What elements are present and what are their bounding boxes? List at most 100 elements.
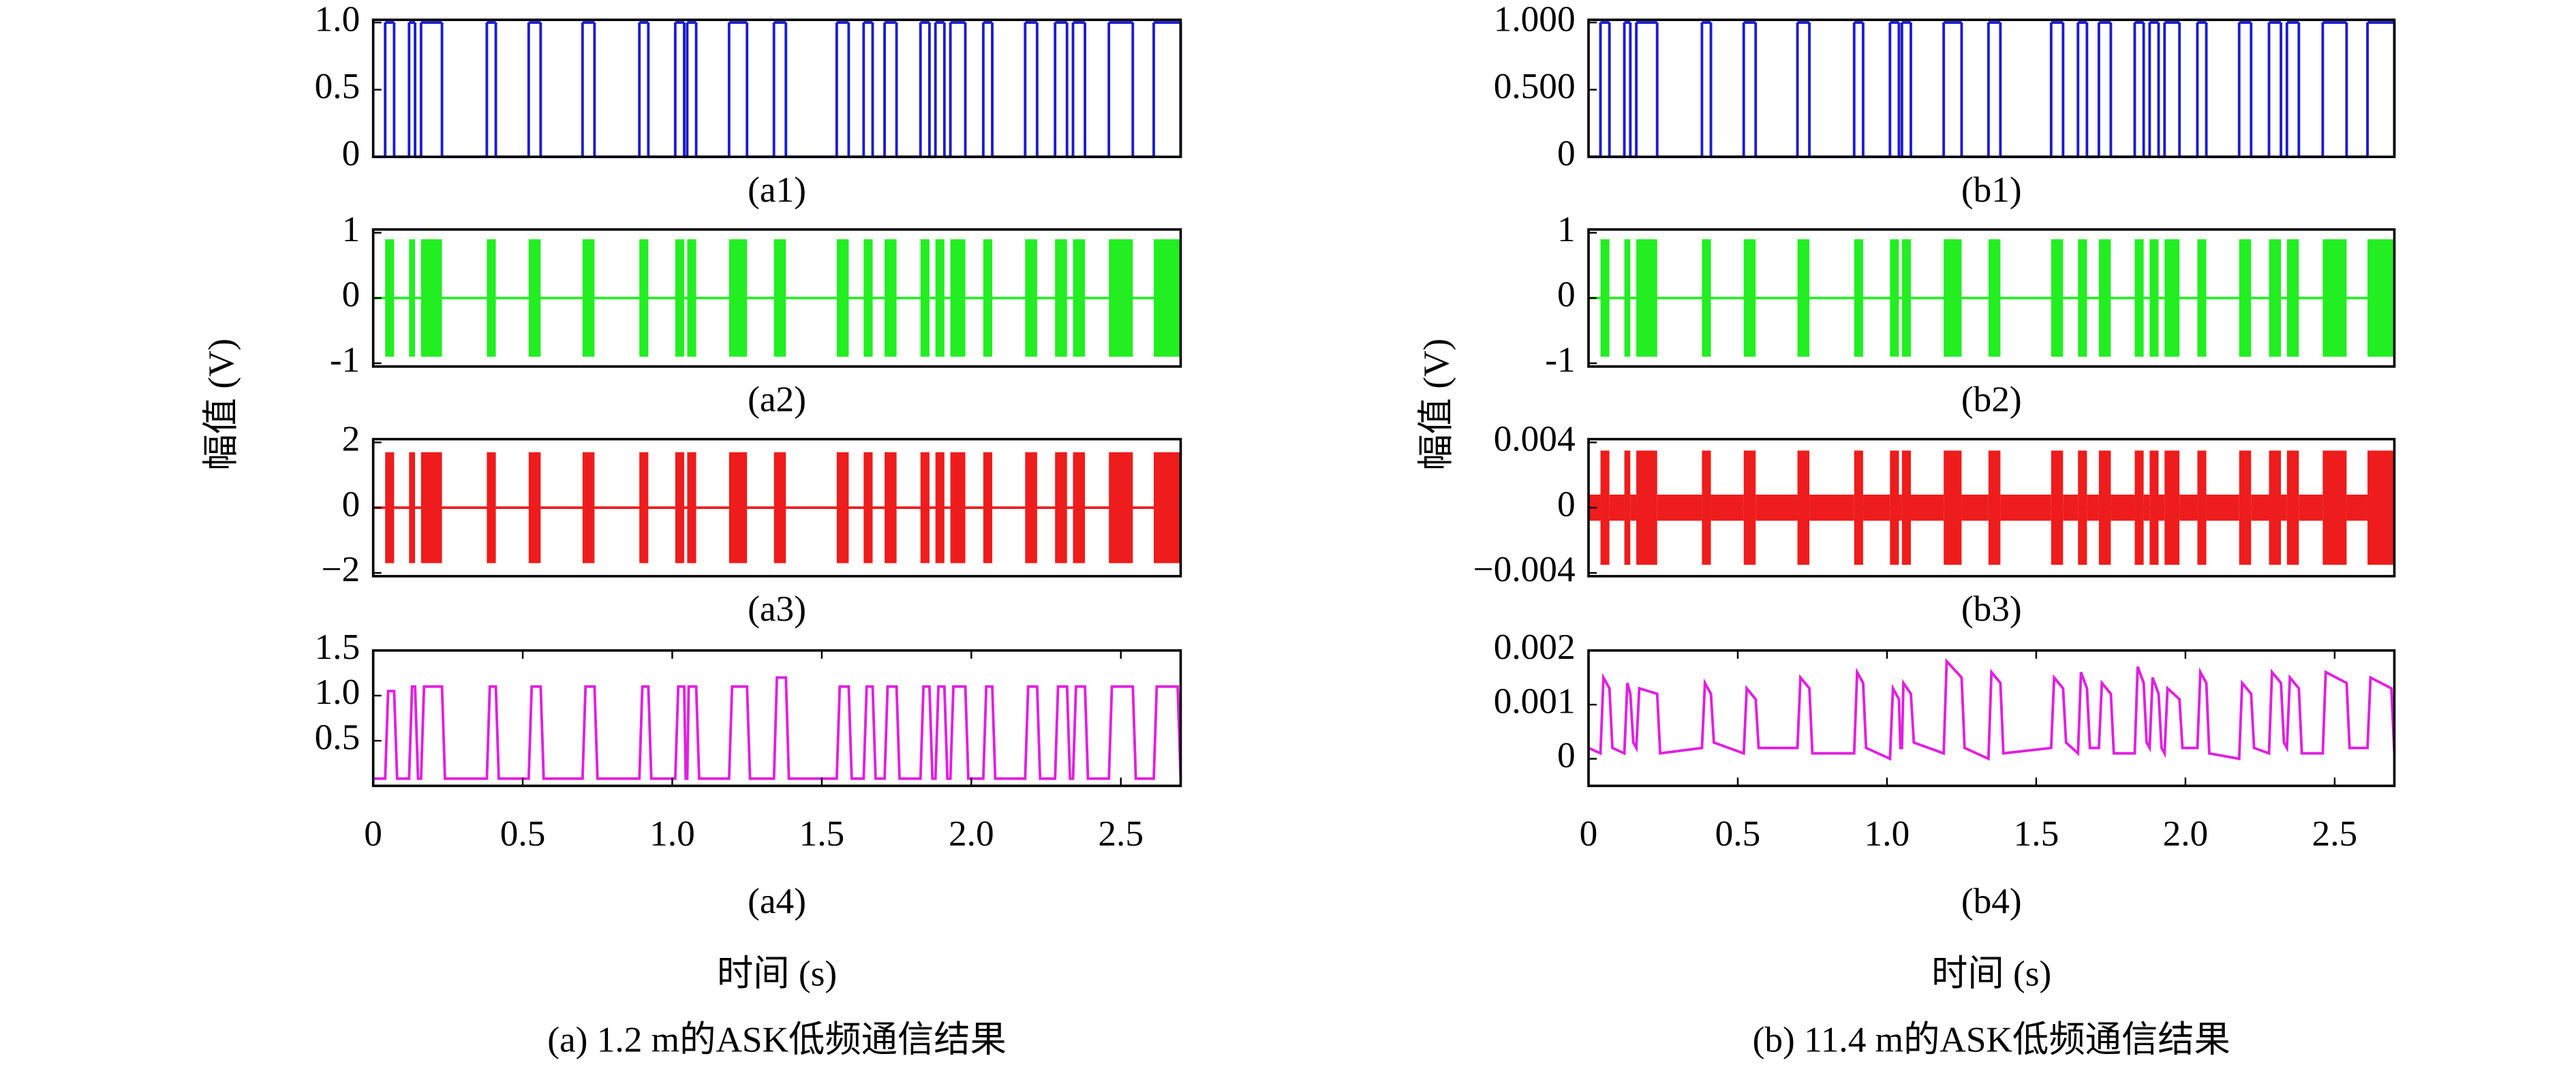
burst xyxy=(1961,494,1989,521)
x-tick-label: 1.5 xyxy=(2014,814,2059,854)
burst xyxy=(2179,494,2198,521)
plot-frame xyxy=(1587,18,2396,159)
burst xyxy=(1702,450,1711,565)
burst xyxy=(2197,239,2207,357)
y-axis-label: 幅值 (V) xyxy=(201,339,241,471)
burst xyxy=(2322,239,2347,357)
burst xyxy=(1988,239,2001,357)
burst xyxy=(528,239,541,357)
burst xyxy=(2269,239,2282,357)
panel-label: (a4) xyxy=(748,881,806,921)
y-tick-label: −2 xyxy=(322,549,361,589)
y-tick-label: 0 xyxy=(342,275,361,315)
burst xyxy=(2286,450,2299,565)
burst xyxy=(2367,450,2395,565)
y-tick-label: 1 xyxy=(342,209,361,249)
burst xyxy=(1657,494,1702,521)
burst xyxy=(1797,239,1810,357)
y-tick-label: 0.500 xyxy=(1494,66,1576,106)
burst xyxy=(2239,239,2252,357)
burst xyxy=(2281,494,2287,521)
x-tick-label: 2.0 xyxy=(949,814,994,854)
burst xyxy=(1630,494,1637,521)
x-tick-label: 2.5 xyxy=(2312,814,2358,854)
y-tick-label: 0.004 xyxy=(1494,419,1576,459)
burst xyxy=(885,239,897,357)
burst xyxy=(1899,494,1902,521)
y-tick-label: 0.002 xyxy=(1494,627,1576,667)
burst xyxy=(487,452,496,563)
burst xyxy=(2078,239,2087,357)
burst xyxy=(2269,450,2282,565)
x-tick-label: 1.0 xyxy=(649,814,695,854)
burst xyxy=(1154,239,1181,357)
y-tick-label: 0.5 xyxy=(315,66,361,106)
y-tick-label: 1.5 xyxy=(315,627,361,667)
burst xyxy=(528,452,541,563)
burst xyxy=(983,239,993,357)
burst xyxy=(1890,239,1899,357)
x-tick-label: 2.5 xyxy=(1098,814,1144,854)
y-tick-label: 0 xyxy=(342,484,361,524)
burst xyxy=(1073,452,1086,563)
burst xyxy=(1890,450,1899,565)
burst xyxy=(885,452,897,563)
burst xyxy=(1636,239,1657,357)
x-tick-label: 0 xyxy=(1580,814,1598,854)
burst xyxy=(773,239,786,357)
burst xyxy=(2164,239,2180,357)
burst xyxy=(836,239,849,357)
burst xyxy=(1711,494,1744,521)
y-tick-label: 1.0 xyxy=(315,0,361,39)
burst xyxy=(1854,239,1863,357)
caption: (a) 1.2 m的ASK低频通信结果 xyxy=(547,1020,1007,1060)
y-tick-label: 0 xyxy=(1557,275,1576,315)
burst xyxy=(2098,239,2111,357)
burst xyxy=(729,452,748,563)
burst xyxy=(1854,450,1863,565)
burst xyxy=(2158,494,2165,521)
burst xyxy=(2164,450,2180,565)
plot-frame xyxy=(371,228,1182,368)
burst xyxy=(1944,450,1962,565)
burst xyxy=(2098,450,2111,565)
burst xyxy=(1624,239,1631,357)
burst xyxy=(385,239,395,357)
burst xyxy=(920,452,930,563)
panel-label: (a1) xyxy=(748,170,806,210)
y-tick-label: 1 xyxy=(1557,209,1576,249)
burst xyxy=(1624,450,1631,565)
y-tick-label: -1 xyxy=(1545,339,1575,379)
burst xyxy=(639,239,649,357)
burst xyxy=(1702,239,1711,357)
burst xyxy=(582,452,595,563)
burst xyxy=(2111,494,2135,521)
burst xyxy=(2051,239,2064,357)
y-tick-label: 0.5 xyxy=(315,717,361,757)
burst xyxy=(1910,494,1944,521)
burst xyxy=(2299,494,2323,521)
x-axis-label: 时间 (s) xyxy=(717,954,837,994)
burst xyxy=(2322,450,2347,565)
x-axis-label: 时间 (s) xyxy=(1931,954,2051,994)
burst xyxy=(950,452,966,563)
burst xyxy=(1109,452,1133,563)
burst xyxy=(420,239,442,357)
burst xyxy=(2149,450,2159,565)
burst xyxy=(920,239,930,357)
y-tick-label: 0 xyxy=(1557,133,1576,173)
burst xyxy=(2143,494,2150,521)
burst xyxy=(385,452,395,563)
burst xyxy=(487,239,496,357)
x-tick-label: 0 xyxy=(364,814,382,854)
burst xyxy=(1755,494,1798,521)
panel-label: (a3) xyxy=(748,589,806,629)
burst xyxy=(773,452,786,563)
signal-line xyxy=(373,676,1182,780)
burst xyxy=(1809,494,1854,521)
burst xyxy=(2078,450,2087,565)
burst xyxy=(687,239,696,357)
burst xyxy=(1743,239,1756,357)
burst xyxy=(2286,239,2299,357)
burst xyxy=(2197,450,2207,565)
